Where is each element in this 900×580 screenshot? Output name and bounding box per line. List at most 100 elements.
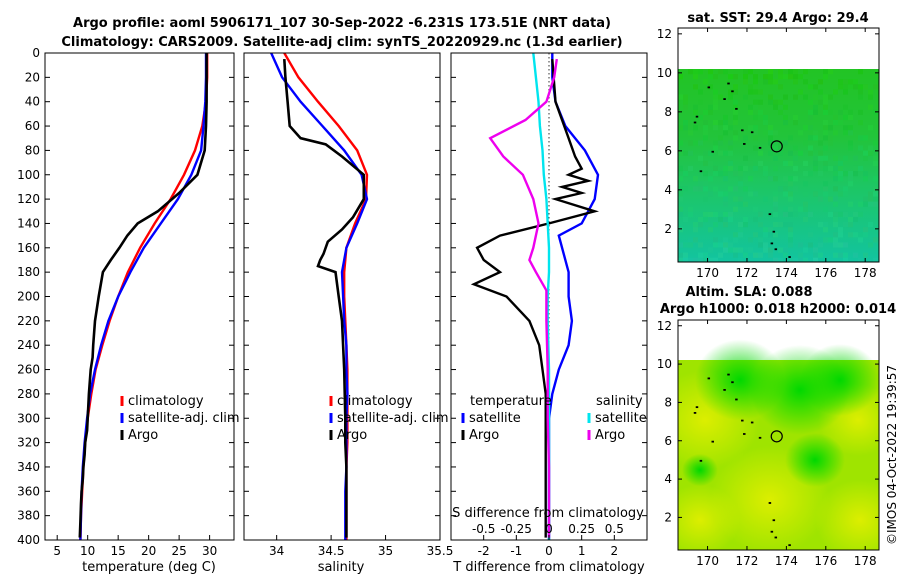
sst-cell (778, 109, 783, 115)
sst-cell (768, 140, 773, 146)
sst-cell (843, 155, 848, 161)
sst-cell (873, 160, 878, 166)
sst-map-title: sat. SST: 29.4 Argo: 29.4 (687, 11, 868, 26)
sla-map-title: Altim. SLA: 0.088 (686, 285, 813, 300)
sst-cell (768, 247, 773, 253)
sst-cell (763, 247, 768, 253)
sst-cell (688, 237, 693, 243)
sst-cell (718, 140, 723, 146)
sst-cell (703, 120, 708, 126)
sst-cell (723, 191, 728, 197)
temperature-xtick-label-1: 10 (80, 544, 95, 558)
salinity-xtick-label-0: 34 (269, 544, 284, 558)
sst-islands-speck-13 (770, 242, 774, 245)
depth-tick-label-20: 400 (17, 533, 40, 547)
sst-cell (678, 186, 683, 192)
temperature-panel: 0204060801001201401601802002202402602803… (17, 46, 647, 575)
sst-cell (678, 125, 683, 131)
sst-cell (833, 201, 838, 207)
sst-islands-speck-4 (693, 121, 697, 124)
sst-cell (773, 130, 778, 136)
sst-cell (698, 155, 703, 161)
sst-cell (768, 74, 773, 80)
sla-xtick-label-1: 172 (736, 554, 759, 568)
sst-cell (773, 201, 778, 207)
sst-cell (713, 237, 718, 243)
sst-cell (723, 237, 728, 243)
sst-cell (703, 160, 708, 166)
sst-cell (838, 160, 843, 166)
sst-ytick-label-4: 10 (657, 66, 672, 80)
sst-cell (823, 74, 828, 80)
sst-cell (678, 196, 683, 202)
sst-cell (733, 104, 738, 110)
salinity-panel: 34 34.5 35 35.5 salinity climatology satelli… (243, 52, 453, 575)
sst-cell (763, 232, 768, 238)
sst-cell (788, 222, 793, 228)
sst-cell (683, 104, 688, 110)
sst-cell (793, 145, 798, 151)
sst-cell (788, 135, 793, 141)
salinity-legend-label-1: satellite-adj. clim (337, 411, 449, 426)
sst-cell (818, 196, 823, 202)
sst-cell (833, 211, 838, 217)
sst-cell (818, 237, 823, 243)
sst-cell (868, 191, 873, 197)
sst-map-frame (677, 27, 880, 263)
sst-cell (753, 191, 758, 197)
sla-map-frame (677, 319, 880, 551)
sst-cell (733, 120, 738, 126)
sst-cell (798, 130, 803, 136)
sst-cell (808, 125, 813, 131)
sst-cell (848, 171, 853, 177)
sst-ytick-label-2: 6 (664, 144, 672, 158)
sst-cell (778, 74, 783, 80)
sst-cell (723, 176, 728, 182)
difference-xtick-label-0: -2 (478, 544, 490, 558)
sst-cell (863, 201, 868, 207)
sst-cell (678, 206, 683, 212)
sst-cell (788, 211, 793, 217)
sst-cell (823, 135, 828, 141)
sst-ytick-label-3: 8 (664, 105, 672, 119)
sst-cell (873, 109, 878, 115)
sst-cell (678, 191, 683, 197)
sst-cell (823, 191, 828, 197)
sst-cell (803, 125, 808, 131)
difference-panel: -2 -1 0 1 2 S difference from climatology -0… (450, 52, 648, 575)
sst-cell (678, 176, 683, 182)
sst-cell (838, 120, 843, 126)
sst-cell (688, 69, 693, 75)
sst-cell (783, 94, 788, 100)
sla-ticks: 170 172 174 176 178 2 4 6 8 10 12 (657, 319, 879, 568)
sst-cell (723, 125, 728, 131)
sst-cell (798, 206, 803, 212)
sst-cell (758, 252, 763, 258)
sst-cell (733, 130, 738, 136)
sst-cell (783, 114, 788, 121)
sst-cell (708, 191, 713, 197)
sla-islands-speck-1 (731, 381, 734, 384)
depth-tick-label-0: 0 (32, 46, 40, 60)
s-difference-title: S difference from climatology (452, 506, 644, 521)
sla-ytick-label-3: 8 (664, 395, 672, 409)
s-difference-tick-label-2: 0 (545, 522, 553, 536)
sst-cell (778, 257, 783, 262)
temperature-xtick-label-2: 15 (111, 544, 126, 558)
difference-xtick-label-2: 0 (545, 544, 553, 558)
sst-cell (713, 145, 718, 151)
salinity-xticks: 34 34.5 35 35.5 (269, 535, 453, 558)
sst-cell (753, 145, 758, 151)
sst-cell (838, 109, 843, 115)
sst-islands-speck-17 (723, 98, 726, 100)
sst-cell (858, 69, 863, 75)
sst-cell (873, 140, 878, 146)
sst-cell (823, 69, 828, 75)
sst-cell (818, 150, 823, 156)
sst-cell (698, 181, 703, 187)
sst-cell (743, 79, 748, 85)
sst-cell (713, 257, 718, 262)
sst-cell (753, 125, 758, 131)
sst-cell (763, 242, 768, 248)
sst-cell (863, 232, 868, 238)
